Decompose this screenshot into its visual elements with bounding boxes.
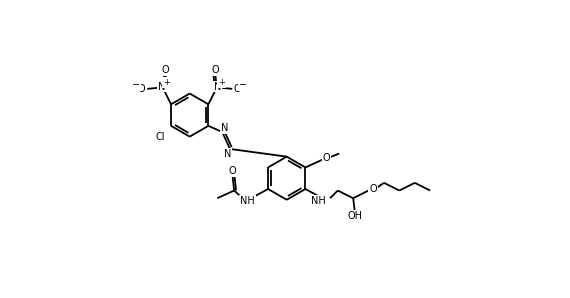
Text: N: N: [221, 123, 228, 133]
Text: O: O: [234, 84, 242, 94]
Text: +: +: [163, 78, 170, 87]
Text: Cl: Cl: [156, 132, 165, 142]
Text: O: O: [369, 184, 377, 194]
Text: O: O: [138, 84, 145, 94]
Text: −: −: [239, 80, 247, 90]
Text: NH: NH: [240, 195, 255, 206]
Text: O: O: [323, 153, 330, 163]
Text: N: N: [214, 82, 221, 91]
Text: OH: OH: [348, 211, 363, 221]
Text: NH: NH: [311, 196, 326, 206]
Text: +: +: [218, 78, 225, 87]
Text: O: O: [229, 166, 237, 176]
Text: O: O: [211, 65, 219, 74]
Text: −: −: [132, 80, 140, 90]
Text: N: N: [158, 82, 165, 91]
Text: N: N: [224, 149, 231, 159]
Text: O: O: [161, 65, 169, 74]
